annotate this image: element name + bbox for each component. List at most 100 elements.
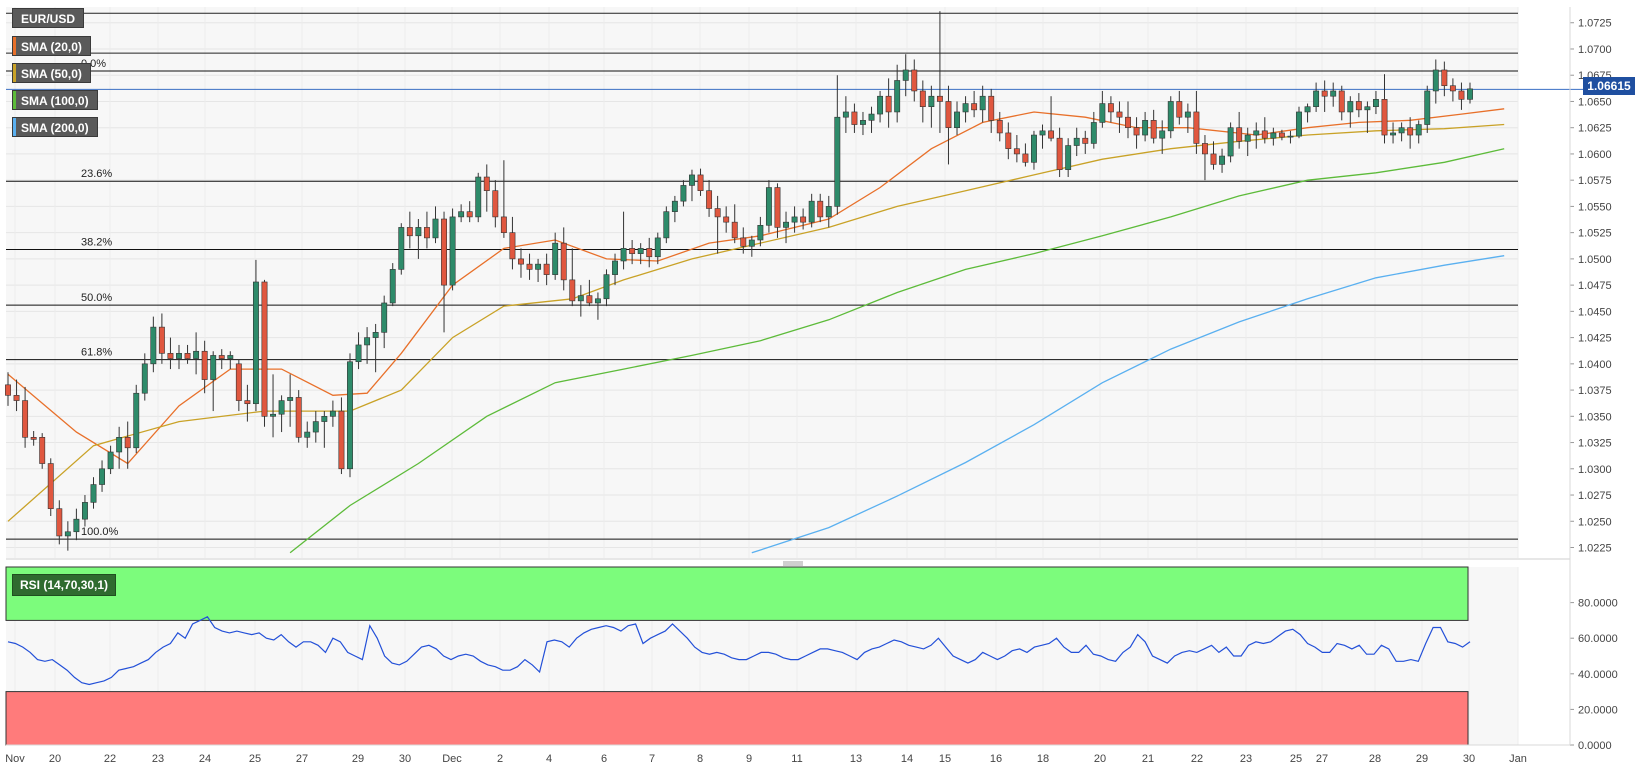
candle-body[interactable] [210, 355, 217, 380]
candle-body[interactable] [1278, 132, 1285, 138]
candle-body[interactable] [492, 190, 499, 218]
candle-body[interactable] [30, 437, 37, 440]
candle-body[interactable] [860, 120, 866, 125]
candle-body[interactable] [723, 216, 730, 223]
candle-body[interactable] [261, 281, 268, 417]
candle-body[interactable] [834, 116, 841, 207]
candle-body[interactable] [1398, 127, 1405, 134]
candle-body[interactable] [423, 227, 430, 239]
candle-body[interactable] [988, 95, 995, 121]
candle-body[interactable] [1039, 130, 1046, 136]
candle-body[interactable] [1065, 145, 1072, 170]
candle-body[interactable] [1441, 69, 1448, 87]
candle-body[interactable] [1313, 90, 1320, 108]
legend-symbol[interactable]: EUR/USD [12, 8, 85, 28]
candle-body[interactable] [1133, 127, 1140, 136]
candle-body[interactable] [47, 463, 54, 509]
candle-body[interactable] [398, 227, 405, 270]
sma100-line[interactable] [289, 148, 1505, 554]
candle-body[interactable] [22, 400, 29, 438]
candle-body[interactable] [1261, 130, 1268, 139]
candle-body[interactable] [193, 350, 200, 359]
candle-body[interactable] [406, 227, 413, 237]
candle-body[interactable] [791, 216, 798, 223]
candle-body[interactable] [518, 258, 524, 265]
candle-body[interactable] [338, 410, 345, 470]
candle-body[interactable] [740, 237, 747, 247]
candle-body[interactable] [227, 355, 234, 359]
candle-body[interactable] [81, 502, 88, 520]
candle-body[interactable] [954, 111, 960, 128]
candle-body[interactable] [902, 69, 909, 81]
candle-body[interactable] [287, 397, 294, 401]
candle-body[interactable] [1407, 127, 1414, 136]
candle-body[interactable] [389, 269, 396, 304]
candle-body[interactable] [928, 95, 935, 108]
candle-body[interactable] [1296, 111, 1302, 137]
candle-body[interactable] [1082, 137, 1089, 144]
candle-body[interactable] [1467, 88, 1473, 100]
candle-body[interactable] [1099, 103, 1106, 123]
candle-body[interactable] [133, 392, 140, 449]
candle-body[interactable] [509, 232, 516, 260]
candle-body[interactable] [1458, 90, 1465, 100]
candle-body[interactable] [1031, 134, 1037, 163]
candle-body[interactable] [1364, 106, 1371, 111]
candle-body[interactable] [1227, 127, 1234, 157]
candle-body[interactable] [141, 363, 148, 394]
candle-body[interactable] [1167, 101, 1174, 132]
candle-body[interactable] [1202, 143, 1208, 155]
candle-body[interactable] [321, 416, 328, 422]
candle-body[interactable] [1415, 124, 1422, 136]
candle-body[interactable] [244, 400, 251, 405]
candle-body[interactable] [979, 95, 986, 111]
candle-body[interactable] [441, 218, 447, 286]
candle-body[interactable] [252, 281, 259, 405]
candle-body[interactable] [1236, 127, 1243, 142]
candle-body[interactable] [1013, 148, 1020, 155]
candle-body[interactable] [612, 260, 618, 275]
candle-body[interactable] [877, 95, 884, 115]
candle-body[interactable] [56, 508, 63, 537]
candle-body[interactable] [1390, 132, 1397, 136]
candle-body[interactable] [347, 361, 353, 470]
candle-body[interactable] [432, 218, 439, 239]
candle-body[interactable] [1244, 134, 1251, 142]
candle-body[interactable] [885, 95, 892, 113]
candle-body[interactable] [603, 274, 610, 300]
candle-body[interactable] [1270, 132, 1277, 139]
candle-body[interactable] [894, 80, 901, 113]
candle-body[interactable] [90, 484, 97, 503]
candle-body[interactable] [569, 279, 576, 302]
candle-body[interactable] [1338, 90, 1345, 113]
candle-body[interactable] [270, 413, 276, 417]
candle-body[interactable] [1056, 137, 1063, 170]
candle-body[interactable] [364, 337, 371, 346]
candle-body[interactable] [458, 211, 465, 218]
candle-body[interactable] [919, 90, 926, 108]
candle-body[interactable] [1304, 106, 1311, 113]
candle-body[interactable] [1048, 130, 1055, 139]
candle-body[interactable] [1159, 130, 1166, 139]
candle-body[interactable] [1150, 120, 1157, 139]
candle-body[interactable] [329, 410, 336, 417]
candle-body[interactable] [1022, 153, 1029, 163]
candle-body[interactable] [1116, 111, 1123, 118]
sma200-line[interactable] [751, 255, 1505, 554]
candle-body[interactable] [637, 248, 644, 254]
candle-body[interactable] [13, 395, 20, 401]
candle-body[interactable] [936, 95, 943, 102]
candle-body[interactable] [167, 353, 174, 359]
candle-body[interactable] [945, 101, 952, 128]
candle-body[interactable] [654, 237, 661, 258]
candle-body[interactable] [808, 200, 815, 223]
candle-body[interactable] [355, 344, 362, 363]
candle-body[interactable] [150, 326, 157, 365]
candle-body[interactable] [201, 350, 208, 380]
candle-body[interactable] [663, 211, 670, 239]
candle-body[interactable] [116, 437, 123, 453]
candle-body[interactable] [449, 216, 456, 286]
candle-body[interactable] [731, 221, 738, 239]
candle-body[interactable] [1355, 101, 1362, 111]
candle-body[interactable] [911, 69, 918, 92]
